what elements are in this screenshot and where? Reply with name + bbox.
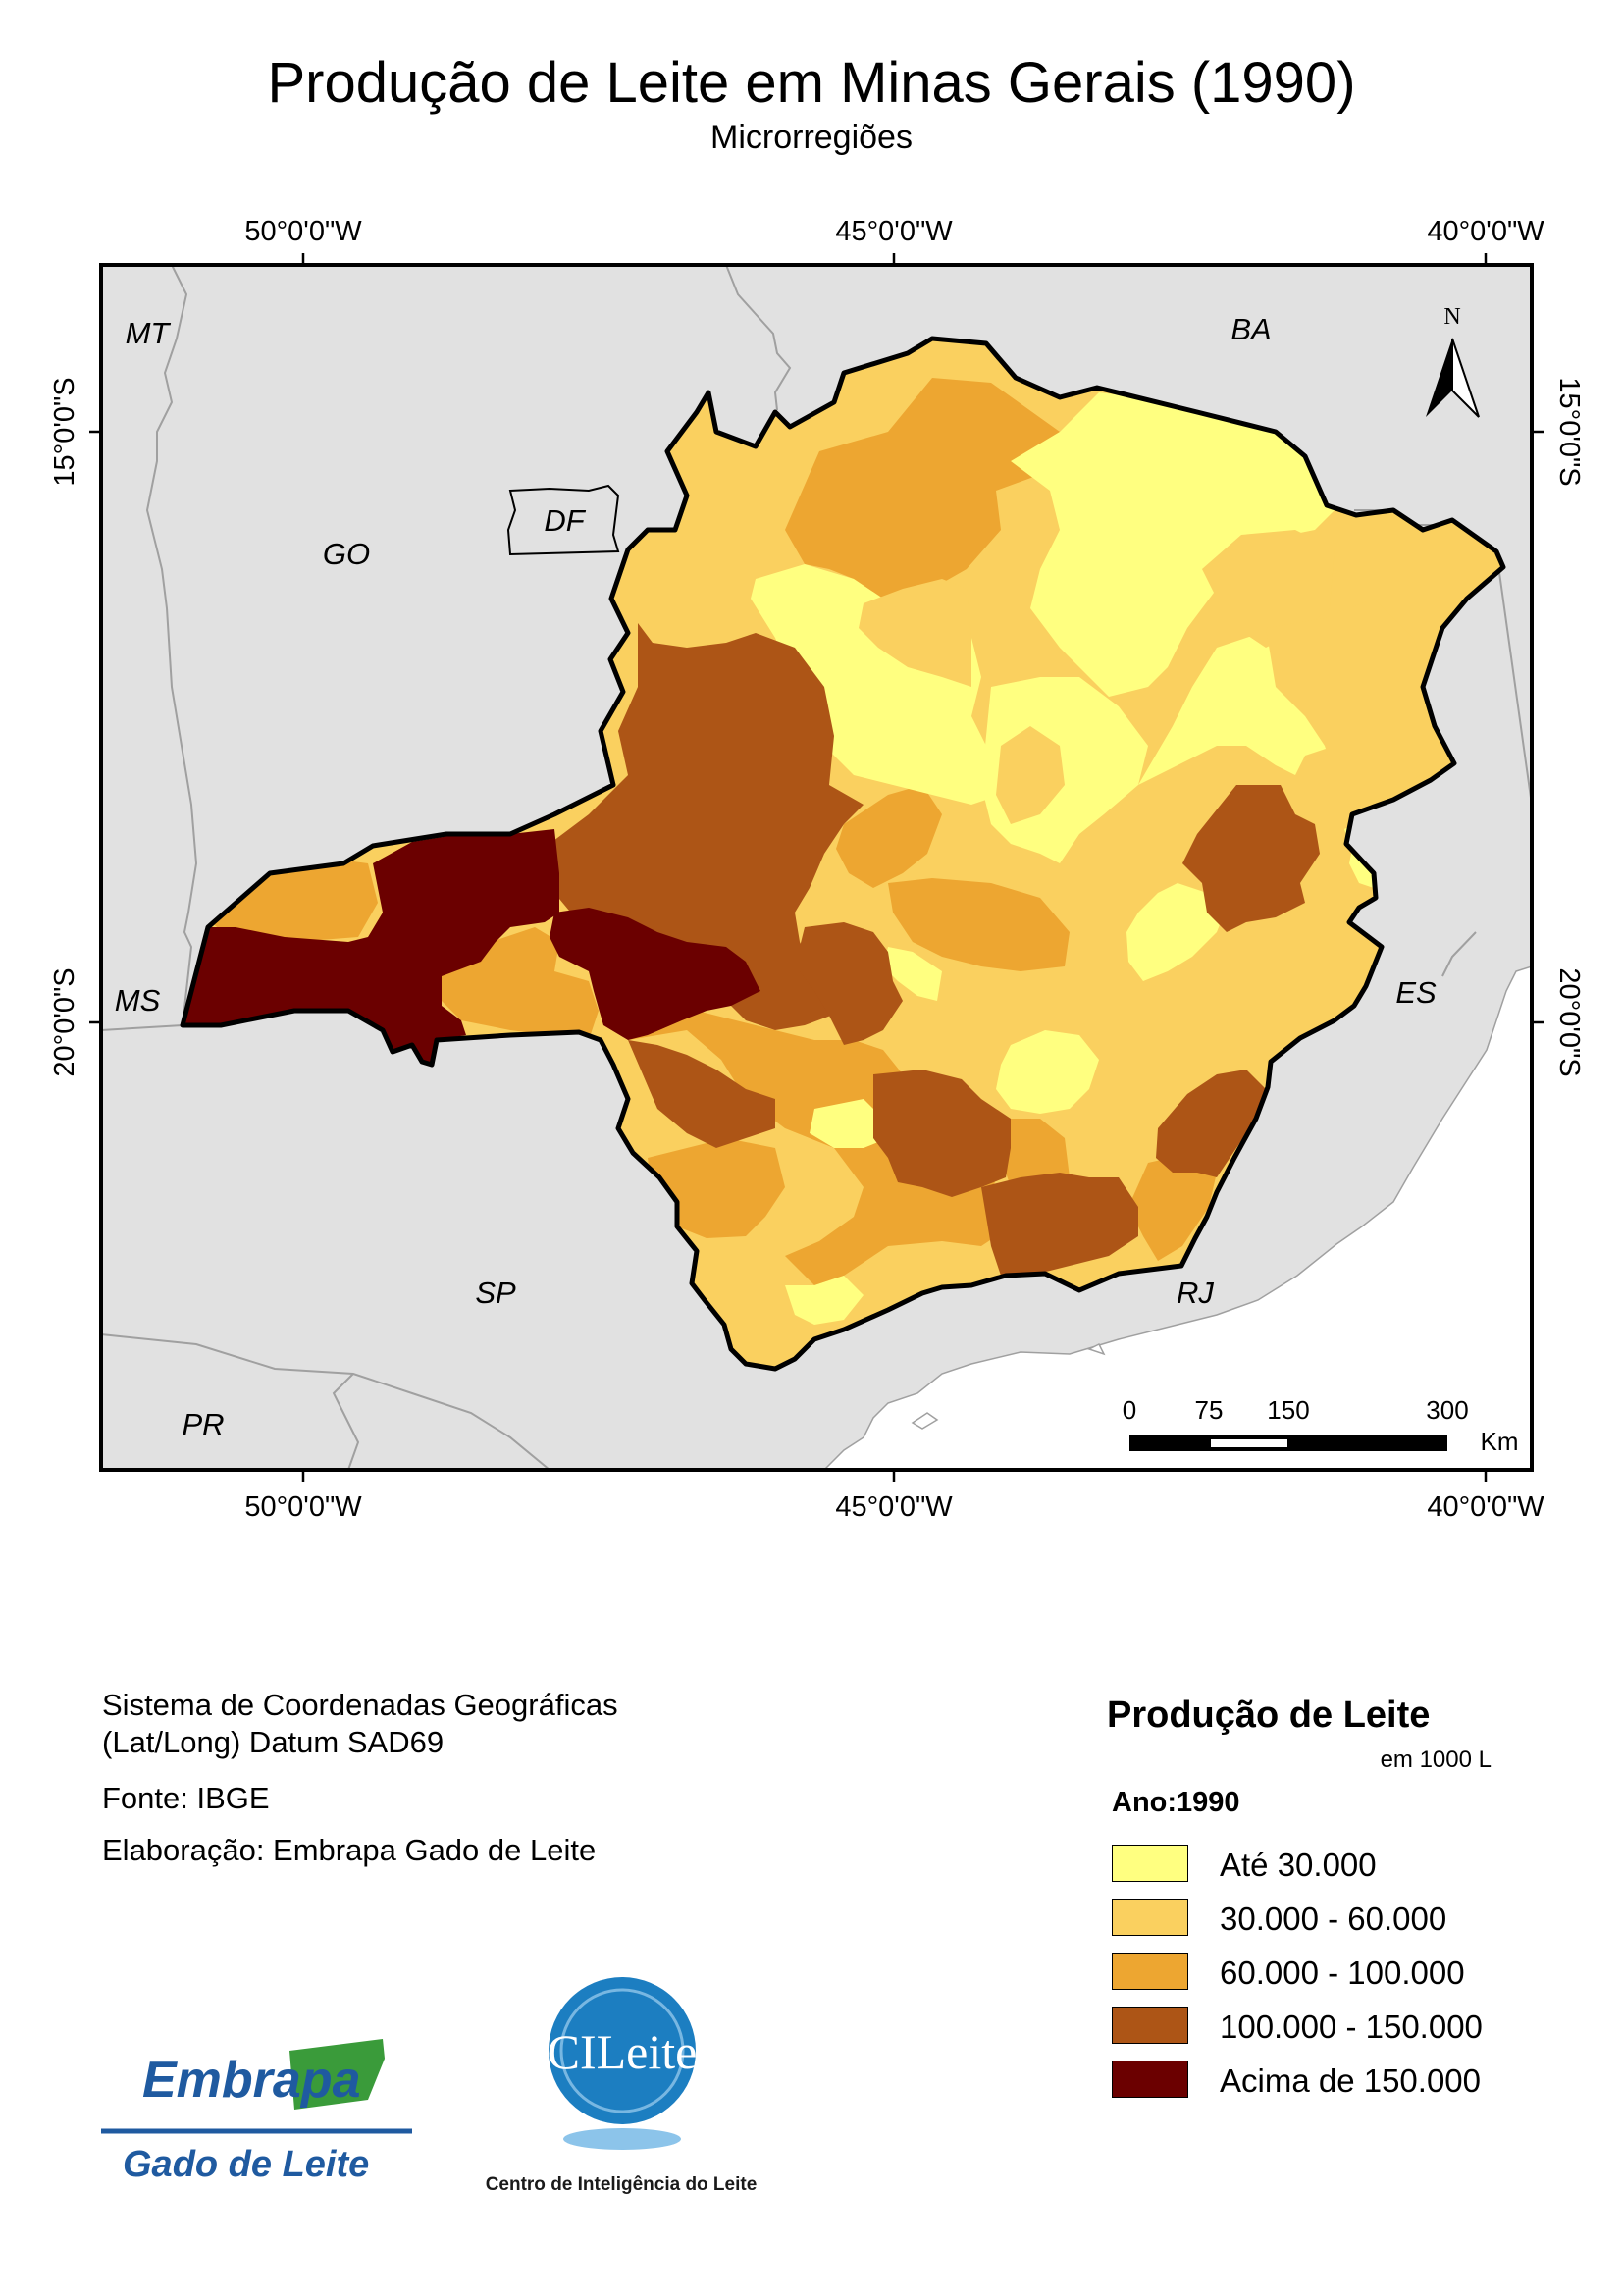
legend-swatch xyxy=(1112,1899,1188,1936)
lon-label-bottom-50w: 50°0'0"W xyxy=(244,1491,362,1523)
state-label-mt: MT xyxy=(126,316,172,350)
regions-60000-100000 xyxy=(211,378,1503,1285)
north-arrow: N xyxy=(1426,304,1480,418)
legend-title: Produção de Leite xyxy=(1107,1695,1431,1736)
cileite-subtitle: Centro de Inteligência do Leite xyxy=(486,2174,758,2195)
lon-label-bottom-40w: 40°0'0"W xyxy=(1427,1491,1544,1523)
map-subtitle: Microrregiões xyxy=(710,119,913,156)
author-credit: Elaboração: Embrapa Gado de Leite xyxy=(102,1833,597,1867)
legend-label: Até 30.000 xyxy=(1220,1847,1377,1883)
legend-swatch xyxy=(1112,2061,1188,2098)
legend-label: 60.000 - 100.000 xyxy=(1220,1955,1465,1991)
state-label-ms: MS xyxy=(115,983,161,1018)
cileite-globe-icon xyxy=(549,1977,696,2124)
coord-system-line-2: (Lat/Long) Datum SAD69 xyxy=(102,1725,445,1759)
state-label-rj: RJ xyxy=(1177,1276,1214,1310)
state-label-sp: SP xyxy=(475,1276,516,1310)
embrapa-leaf-icon xyxy=(289,2039,385,2110)
source-credit: Fonte: IBGE xyxy=(102,1781,270,1815)
embrapa-logo: Embrapa Gado de Leite xyxy=(101,2039,412,2185)
legend-label: 100.000 - 150.000 xyxy=(1220,2009,1483,2045)
embrapa-subtitle: Gado de Leite xyxy=(123,2144,369,2185)
lat-label-right-20s: 20°0'0"S xyxy=(1553,967,1585,1076)
legend-swatch xyxy=(1112,2007,1188,2044)
embrapa-wordmark: Embrapa xyxy=(142,2052,361,2109)
cileite-logo: CILeite Centro de Inteligência do Leite xyxy=(486,1977,758,2195)
coord-system-line-1: Sistema de Coordenadas Geográficas xyxy=(102,1688,618,1722)
legend-label: Acima de 150.000 xyxy=(1220,2062,1482,2099)
scale-bar-black xyxy=(1129,1435,1447,1451)
scale-bar: 0 75 150 300 Km xyxy=(1123,1395,1519,1456)
scale-unit: Km xyxy=(1481,1427,1519,1456)
lon-label-top-45w: 45°0'0"W xyxy=(835,216,953,247)
scale-tick-300: 300 xyxy=(1426,1395,1468,1425)
cileite-wordmark: CILeite xyxy=(548,2024,698,2079)
cileite-shadow-icon xyxy=(563,2128,681,2150)
lon-label-top-50w: 50°0'0"W xyxy=(244,216,362,247)
regions-acima-150000 xyxy=(183,829,760,1065)
mg-outline xyxy=(180,336,1506,1372)
scale-tick-75: 75 xyxy=(1195,1395,1224,1425)
north-arrow-left-half-icon xyxy=(1426,339,1452,417)
legend-unit: em 1000 L xyxy=(1380,1747,1492,1773)
legend-label: 30.000 - 60.000 xyxy=(1220,1901,1447,1937)
lat-label-left-15s: 15°0'0"S xyxy=(49,377,80,486)
legend-swatch xyxy=(1112,1953,1188,1990)
north-arrow-right-half-icon xyxy=(1451,338,1480,418)
regions-30000-60000-patches xyxy=(859,530,1452,824)
scale-tick-0: 0 xyxy=(1123,1395,1136,1425)
graticule-ticks xyxy=(89,253,1544,1482)
map-frame xyxy=(99,263,1534,1472)
state-label-go: GO xyxy=(323,537,370,571)
legend-swatch xyxy=(1112,1845,1188,1882)
state-label-ba: BA xyxy=(1230,312,1271,346)
scale-tick-150: 150 xyxy=(1267,1395,1309,1425)
scale-bar-white-segment xyxy=(1211,1439,1287,1447)
lat-label-right-15s: 15°0'0"S xyxy=(1553,377,1585,486)
state-label-pr: PR xyxy=(182,1407,224,1441)
map-title: Produção de Leite em Minas Gerais (1990) xyxy=(267,51,1356,115)
lat-label-left-20s: 20°0'0"S xyxy=(49,967,80,1076)
legend-year: Ano:1990 xyxy=(1112,1787,1240,1818)
df-boundary xyxy=(506,484,620,556)
north-arrow-label: N xyxy=(1443,304,1460,330)
state-label-df: DF xyxy=(544,503,586,538)
lon-label-top-40w: 40°0'0"W xyxy=(1427,216,1544,247)
lon-label-bottom-45w: 45°0'0"W xyxy=(835,1491,953,1523)
islands xyxy=(911,1342,1106,1430)
state-label-es: ES xyxy=(1395,975,1437,1010)
